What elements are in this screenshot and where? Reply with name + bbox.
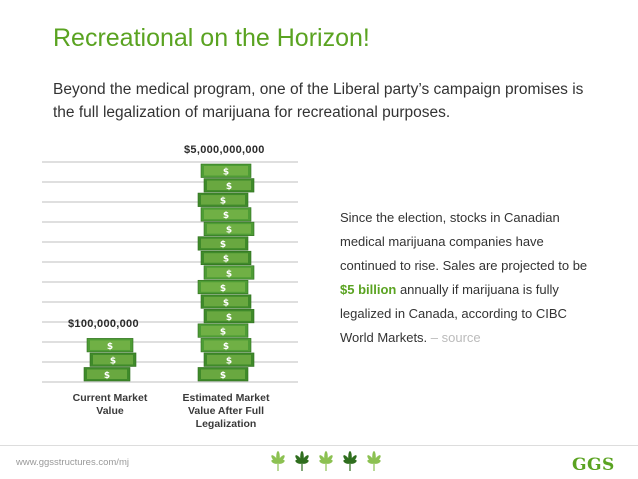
dollar-sign-icon: $	[223, 211, 229, 221]
leaf-blade	[295, 455, 303, 464]
leaf-blade	[373, 459, 381, 464]
leaf-blade	[277, 459, 285, 464]
bill-face	[90, 340, 130, 350]
category-label-line: Legalization	[195, 418, 257, 430]
cannabis-leaf-icon	[271, 451, 285, 471]
cannabis-leaf-row	[271, 451, 381, 471]
category-label-line: Value After Full	[187, 405, 265, 417]
slide-subtitle: Beyond the medical program, one of the L…	[53, 81, 584, 121]
bill-face	[201, 238, 245, 249]
chart-gridlines	[42, 161, 298, 383]
dollar-sign-icon: $	[110, 356, 116, 366]
cannabis-leaf-icon	[295, 451, 309, 471]
dollar-sign-icon: $	[226, 226, 232, 236]
footer-url[interactable]: www.ggsstructures.com/mj	[16, 457, 129, 468]
bill-face	[204, 296, 248, 307]
dollar-sign-icon: $	[220, 197, 226, 207]
bar-value-label-estimated: $5,000,000,000	[184, 144, 265, 156]
bill-face	[204, 166, 248, 176]
dollar-sign-icon: $	[104, 371, 110, 381]
leaf-blade	[271, 455, 279, 464]
projection-text-part1: Since the election, stocks in Canadian m…	[340, 210, 588, 273]
category-label-estimated: Estimated Market Value After Full Legaliza…	[161, 392, 291, 431]
dollar-sign-icon: $	[226, 269, 232, 279]
dollar-sign-icon: $	[223, 255, 229, 265]
category-label-line: Estimated Market	[182, 392, 270, 404]
bill-face	[207, 311, 251, 321]
bill-face	[201, 369, 245, 379]
bar-0: $$$	[83, 338, 137, 382]
bill-face	[87, 369, 127, 379]
dollar-sign-icon: $	[220, 240, 226, 250]
bill-face	[201, 325, 245, 336]
dollar-sign-icon: $	[220, 327, 226, 337]
dollar-sign-icon: $	[226, 356, 232, 366]
dollar-sign-icon: $	[226, 313, 232, 323]
leaf-blade	[325, 459, 333, 464]
projection-highlight: $5 billion	[340, 282, 397, 297]
leaf-blade	[319, 455, 327, 464]
ggs-logo: GGS	[572, 455, 615, 475]
projection-paragraph: Since the election, stocks in Canadian m…	[340, 206, 600, 350]
leaf-blade	[343, 455, 351, 464]
bill-face	[207, 267, 251, 278]
bill-face	[201, 282, 245, 292]
source-link[interactable]: – source	[430, 330, 481, 345]
dollar-sign-icon: $	[226, 182, 232, 192]
leaf-blade	[349, 459, 357, 464]
dollar-sign-icon: $	[220, 284, 226, 294]
dollar-sign-icon: $	[223, 342, 229, 352]
category-label-line: Value	[96, 405, 124, 417]
leaf-blade	[301, 459, 309, 464]
category-label-current: Current Market Value	[45, 392, 175, 418]
dollar-sign-icon: $	[107, 342, 113, 352]
bill-face	[207, 354, 251, 365]
leaf-blade	[367, 455, 375, 464]
chart-bars: $$$$$$$$$$$$$$$$$$	[83, 163, 255, 382]
cannabis-leaf-icon	[319, 451, 333, 471]
dollar-sign-icon: $	[223, 168, 229, 178]
bar-1: $$$$$$$$$$$$$$$	[197, 163, 255, 382]
bill-face	[204, 340, 248, 350]
bill-face	[207, 180, 251, 191]
bill-face	[93, 354, 133, 365]
bill-face	[204, 209, 248, 220]
bill-face	[204, 253, 248, 263]
dollar-sign-icon: $	[223, 298, 229, 308]
projection-text-part2: annually if marijuana is fully legalized…	[340, 282, 567, 345]
cannabis-leaf-icon	[367, 451, 381, 471]
bill-face	[207, 224, 251, 234]
bill-face	[201, 195, 245, 205]
cannabis-leaf-icon	[343, 451, 357, 471]
slide-title: Recreational on the Horizon!	[53, 24, 370, 52]
footer-divider	[0, 445, 638, 446]
bar-value-label-current: $100,000,000	[68, 318, 139, 331]
dollar-sign-icon: $	[220, 371, 226, 381]
category-label-line: Current Market	[72, 392, 148, 404]
